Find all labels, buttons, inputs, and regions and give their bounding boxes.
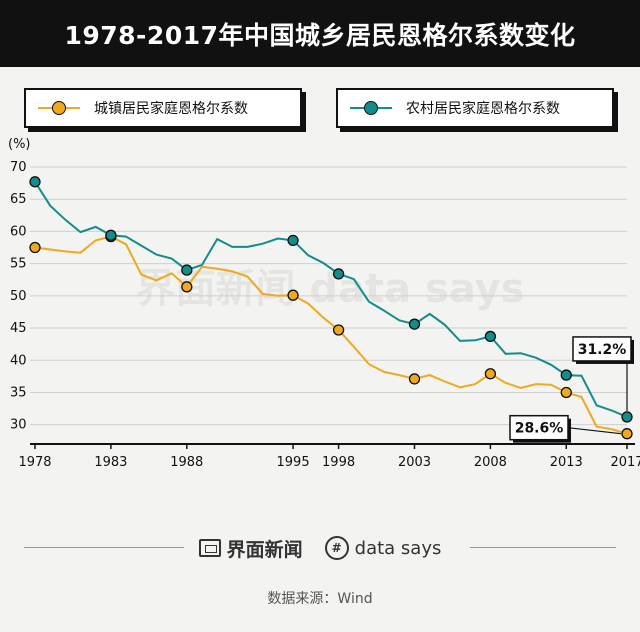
legend-label-rural: 农村居民家庭恩格尔系数 [406, 101, 560, 117]
series-line-urban [34, 235, 628, 435]
legend-swatch-rural [350, 98, 392, 118]
datasays-logo-text: data says [354, 537, 442, 559]
x-tick-label-2008: 2008 [474, 455, 507, 470]
jiemian-logo-icon [198, 539, 221, 557]
data-point-rural-1995 [287, 234, 299, 247]
data-source: 数据来源：Wind [267, 591, 373, 607]
y-tick-label-40: 40 [10, 353, 27, 368]
y-axis-label: (%) [8, 137, 31, 152]
x-tick-label-2017: 2017 [610, 455, 640, 470]
legend-item-urban: 城镇居民家庭恩格尔系数 [24, 88, 302, 128]
data-point-urban-1998 [332, 324, 345, 336]
annotation-box-urban [509, 414, 569, 441]
x-tick-label-2013: 2013 [550, 455, 583, 470]
data-point-rural-1978 [29, 176, 41, 188]
datasays-logo-icon: # [324, 536, 349, 560]
legend-swatch-urban [38, 98, 80, 118]
data-point-rural-2017 [621, 411, 633, 423]
y-tick-label-35: 35 [10, 385, 27, 400]
data-point-rural-1988 [181, 264, 193, 276]
data-point-rural-1998 [332, 268, 345, 280]
y-tick-label-60: 60 [10, 224, 27, 239]
datasays-logo: # data says [324, 536, 442, 560]
line-chart: 界面新闻 data says 30 35 40 45 50 55 60 65 70 (%) 1978 1… [8, 137, 640, 470]
data-point-urban-2013 [560, 386, 572, 399]
y-tick-label-70: 70 [10, 160, 27, 175]
chart-title: 1978-2017年中国城乡居民恩格尔系数变化 [0, 0, 640, 67]
data-point-urban-1988 [181, 281, 193, 293]
x-tick-label-2003: 2003 [398, 455, 431, 470]
jiemian-logo-text: 界面新闻 [226, 538, 303, 561]
annotation-label-rural: 31.2% [578, 342, 627, 358]
data-point-urban-2003 [408, 373, 421, 385]
data-point-rural-2013 [560, 369, 572, 381]
footer-divider-right [470, 547, 616, 548]
data-point-urban-2008 [484, 368, 497, 380]
annotation-box-rural [572, 336, 632, 362]
jiemian-logo: 界面新闻 [198, 535, 303, 562]
data-point-rural-2003 [408, 318, 421, 330]
watermark: 界面新闻 data says [135, 266, 524, 312]
data-point-urban-2017 [621, 428, 633, 440]
x-tick-label-1995: 1995 [277, 455, 310, 470]
legend-dot-rural [364, 101, 378, 115]
y-tick-label-55: 55 [10, 257, 27, 272]
data-point-rural-1983 [105, 229, 117, 241]
legend-label-urban: 城镇居民家庭恩格尔系数 [94, 101, 248, 117]
legend-item-rural: 农村居民家庭恩格尔系数 [336, 88, 614, 128]
annotation-leader-urban [567, 427, 622, 435]
x-tick-label-1998: 1998 [322, 455, 355, 470]
data-point-urban-1995 [287, 289, 299, 301]
x-tick-label-1978: 1978 [18, 455, 51, 470]
y-tick-label-65: 65 [10, 192, 27, 207]
footer-logos: 界面新闻 # data says [0, 528, 640, 568]
x-tick-label-1988: 1988 [170, 455, 203, 470]
y-tick-label-30: 30 [10, 418, 27, 433]
series-line-rural [34, 181, 628, 418]
legend-dot-urban [52, 101, 66, 115]
y-tick-label-45: 45 [10, 321, 27, 336]
footer-divider-left [24, 547, 184, 548]
annotation-label-urban: 28.6% [515, 421, 564, 437]
y-tick-label-50: 50 [10, 289, 27, 304]
x-tick-label-1983: 1983 [94, 455, 127, 470]
data-point-rural-2008 [484, 330, 497, 343]
data-point-urban-1978 [29, 241, 41, 254]
